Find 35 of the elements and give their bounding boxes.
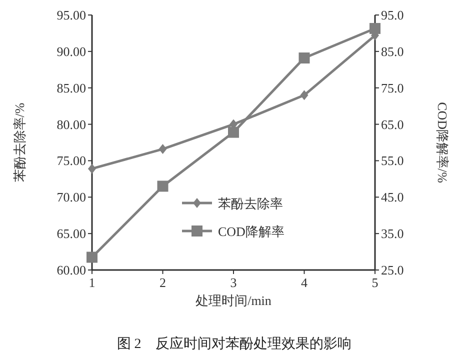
- caption: 图 2 反应时间对苯酚处理效果的影响: [116, 336, 352, 352]
- point: [298, 52, 310, 64]
- x-tick-label: 2: [160, 275, 166, 290]
- y-tick-label: 75.00: [56, 153, 86, 168]
- x-tick-label: 5: [372, 275, 378, 290]
- y-tick-label: 60.00: [56, 262, 86, 278]
- y-axis-title: 苯酚去除率/%: [12, 102, 27, 182]
- y2-tick-label: 55.0: [381, 153, 404, 168]
- y-tick-label: 80.00: [56, 116, 86, 132]
- y-tick-label: 90.00: [56, 44, 86, 59]
- point: [300, 90, 308, 100]
- point: [86, 252, 98, 263]
- y-tick-label: 95.00: [56, 8, 86, 22]
- y2-tick-label: 85.0: [381, 44, 404, 59]
- y2-tick-label: 75.0: [381, 80, 404, 96]
- y2-tick-label: 95.0: [381, 8, 404, 22]
- y-tick-label: 70.00: [56, 190, 86, 205]
- point: [370, 22, 380, 34]
- y2-tick-label: 65.0: [381, 116, 404, 132]
- y2-tick-label: 45.0: [381, 190, 404, 205]
- x-axis-title: 处理时间/min: [196, 293, 272, 308]
- point: [88, 164, 96, 174]
- x-tick-label: 3: [230, 275, 237, 290]
- y2-tick-label: 25.0: [381, 262, 404, 278]
- legend-label: 苯酚去除率: [218, 196, 283, 211]
- y-tick-label: 85.00: [56, 80, 86, 96]
- y2-tick-label: 35.0: [381, 226, 404, 242]
- point: [157, 180, 168, 192]
- legend-label: COD降解率: [218, 224, 284, 239]
- point: [228, 126, 239, 138]
- x-tick-label: 4: [301, 275, 308, 290]
- point: [158, 144, 167, 154]
- x-tick-label: 1: [88, 275, 96, 290]
- y2-axis-title: COD降解率/%: [435, 102, 450, 184]
- y-tick-label: 65.00: [56, 226, 86, 242]
